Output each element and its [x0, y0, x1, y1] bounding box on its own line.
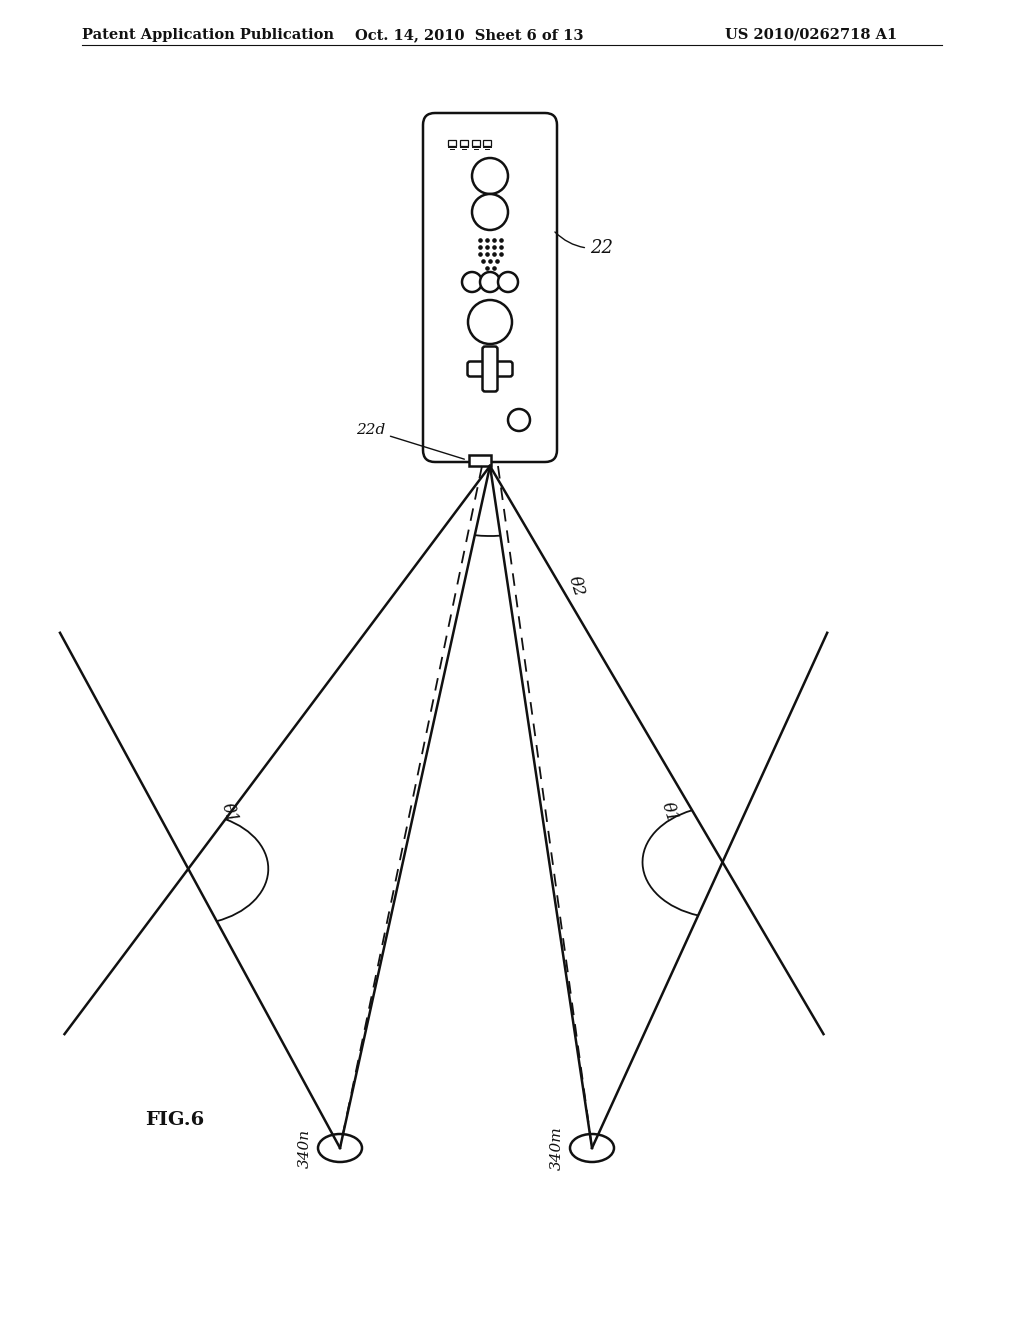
Bar	[449, 140, 456, 147]
Circle shape	[508, 409, 530, 432]
FancyBboxPatch shape	[468, 362, 512, 376]
Text: FIG.6: FIG.6	[145, 1111, 205, 1129]
Text: 340m: 340m	[550, 1126, 564, 1170]
Text: 340n: 340n	[298, 1129, 312, 1168]
Ellipse shape	[318, 1134, 362, 1162]
Text: 22: 22	[555, 232, 613, 257]
Bar	[460, 140, 468, 147]
FancyBboxPatch shape	[423, 114, 557, 462]
Ellipse shape	[570, 1134, 614, 1162]
Circle shape	[468, 300, 512, 345]
Circle shape	[480, 272, 500, 292]
Circle shape	[462, 272, 482, 292]
Text: θ2: θ2	[565, 574, 588, 598]
Text: θ1: θ1	[657, 800, 680, 825]
Text: θ1: θ1	[218, 801, 241, 826]
Circle shape	[472, 158, 508, 194]
Circle shape	[498, 272, 518, 292]
Text: US 2010/0262718 A1: US 2010/0262718 A1	[725, 28, 897, 42]
Bar	[483, 140, 490, 147]
Bar	[472, 140, 480, 147]
FancyBboxPatch shape	[482, 346, 498, 392]
Text: Oct. 14, 2010  Sheet 6 of 13: Oct. 14, 2010 Sheet 6 of 13	[355, 28, 584, 42]
Circle shape	[472, 194, 508, 230]
Text: 22d: 22d	[355, 422, 464, 459]
Text: Patent Application Publication: Patent Application Publication	[82, 28, 334, 42]
Bar	[469, 455, 490, 466]
